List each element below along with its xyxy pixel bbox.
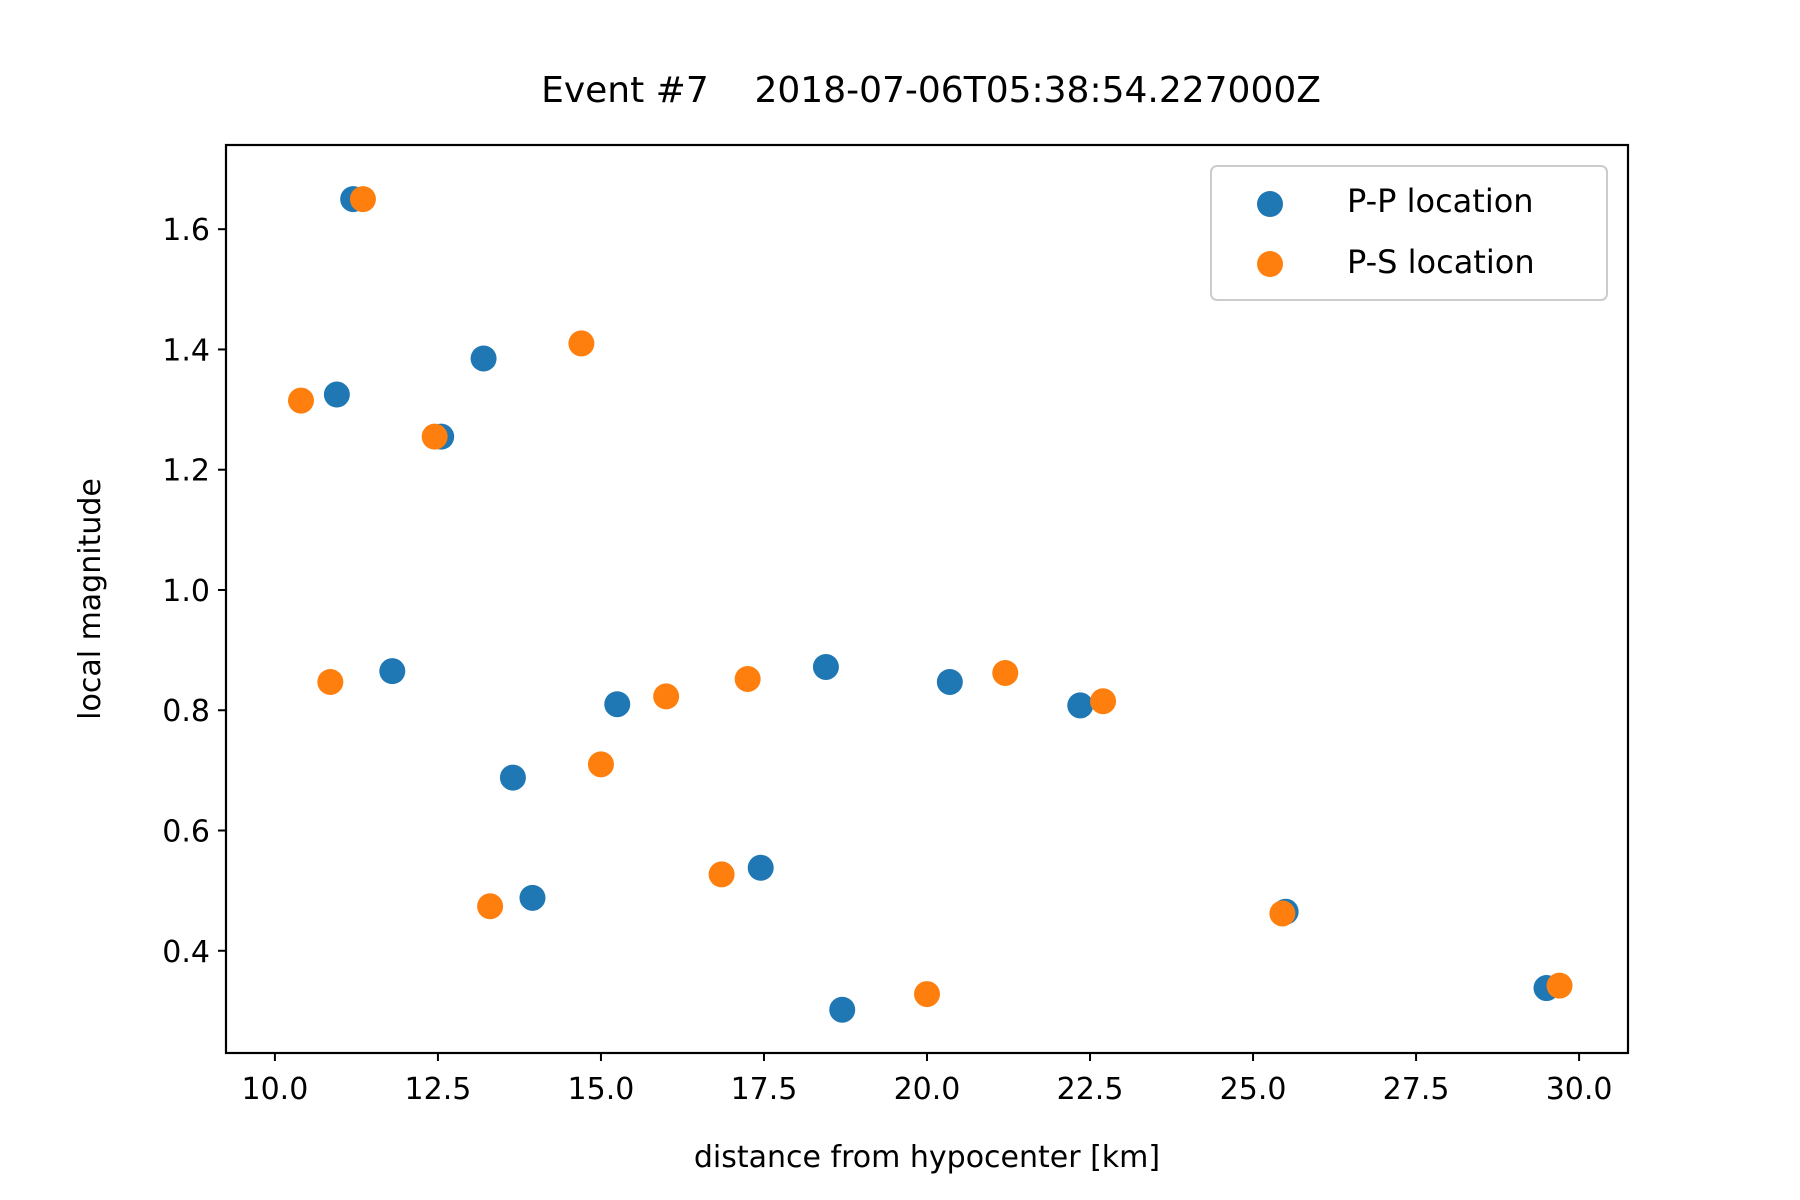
x-tick-label: 20.0: [894, 1072, 961, 1107]
data-point: [992, 659, 1019, 686]
plot-frame: [224, 143, 1630, 1055]
x-tick-label: 30.0: [1546, 1072, 1613, 1107]
data-points: [287, 186, 1573, 1023]
data-point: [499, 764, 526, 791]
x-axis-ticks: 10.0 12.5 15.0 17.5 20.0 22.5 25.0 27.5 30.0: [242, 1053, 1613, 1107]
y-tick-label: 1.0: [162, 574, 210, 609]
data-point: [734, 665, 761, 692]
data-point: [379, 658, 406, 685]
data-point: [936, 668, 963, 695]
y-tick-label: 0.8: [162, 694, 210, 729]
x-tick-label: 17.5: [731, 1072, 798, 1107]
x-axis-label: distance from hypocenter [km]: [694, 1140, 1160, 1175]
x-tick-label: 25.0: [1220, 1072, 1287, 1107]
series-ps: [287, 186, 1573, 1008]
data-point: [829, 996, 856, 1023]
x-tick-label: 12.5: [405, 1072, 472, 1107]
data-point: [914, 981, 940, 1008]
data-point: [708, 861, 735, 888]
data-point: [470, 345, 497, 372]
y-axis-ticks: 0.4 0.6 0.8 1.0 1.2 1.4 1.6: [162, 213, 226, 970]
x-tick-label: 15.0: [568, 1072, 635, 1107]
legend-frame: [1210, 165, 1608, 301]
legend-label-ps: P-S location: [1347, 243, 1535, 281]
y-tick-label: 1.2: [162, 454, 210, 489]
data-point: [349, 186, 376, 213]
data-point: [477, 893, 504, 920]
legend-marker-pp: [1257, 191, 1283, 217]
data-point: [587, 751, 614, 778]
data-point: [317, 668, 344, 695]
data-point: [1090, 688, 1117, 715]
data-point: [653, 683, 680, 710]
x-tick-label: 27.5: [1383, 1072, 1450, 1107]
y-tick-label: 0.4: [162, 935, 210, 970]
data-point: [1546, 972, 1573, 999]
data-point: [812, 653, 839, 680]
chart-title: Event #7 2018-07-06T05:38:54.227000Z: [541, 70, 1321, 111]
y-tick-label: 1.6: [162, 213, 210, 248]
data-point: [421, 423, 448, 450]
y-tick-label: 0.6: [162, 815, 210, 850]
data-point: [604, 691, 631, 718]
legend-marker-ps: [1257, 251, 1283, 277]
data-point: [1067, 692, 1094, 719]
data-point: [323, 381, 350, 408]
legend: P-P location P-S location: [1210, 165, 1608, 301]
x-tick-label: 10.0: [242, 1072, 309, 1107]
data-point: [1269, 900, 1296, 927]
y-tick-label: 1.4: [162, 333, 210, 368]
data-point: [287, 387, 314, 414]
data-point: [519, 884, 546, 911]
data-point: [568, 330, 595, 357]
y-axis-label: local magnitude: [73, 478, 108, 720]
x-tick-label: 22.5: [1057, 1072, 1124, 1107]
legend-label-pp: P-P location: [1347, 182, 1534, 220]
data-point: [747, 854, 774, 881]
